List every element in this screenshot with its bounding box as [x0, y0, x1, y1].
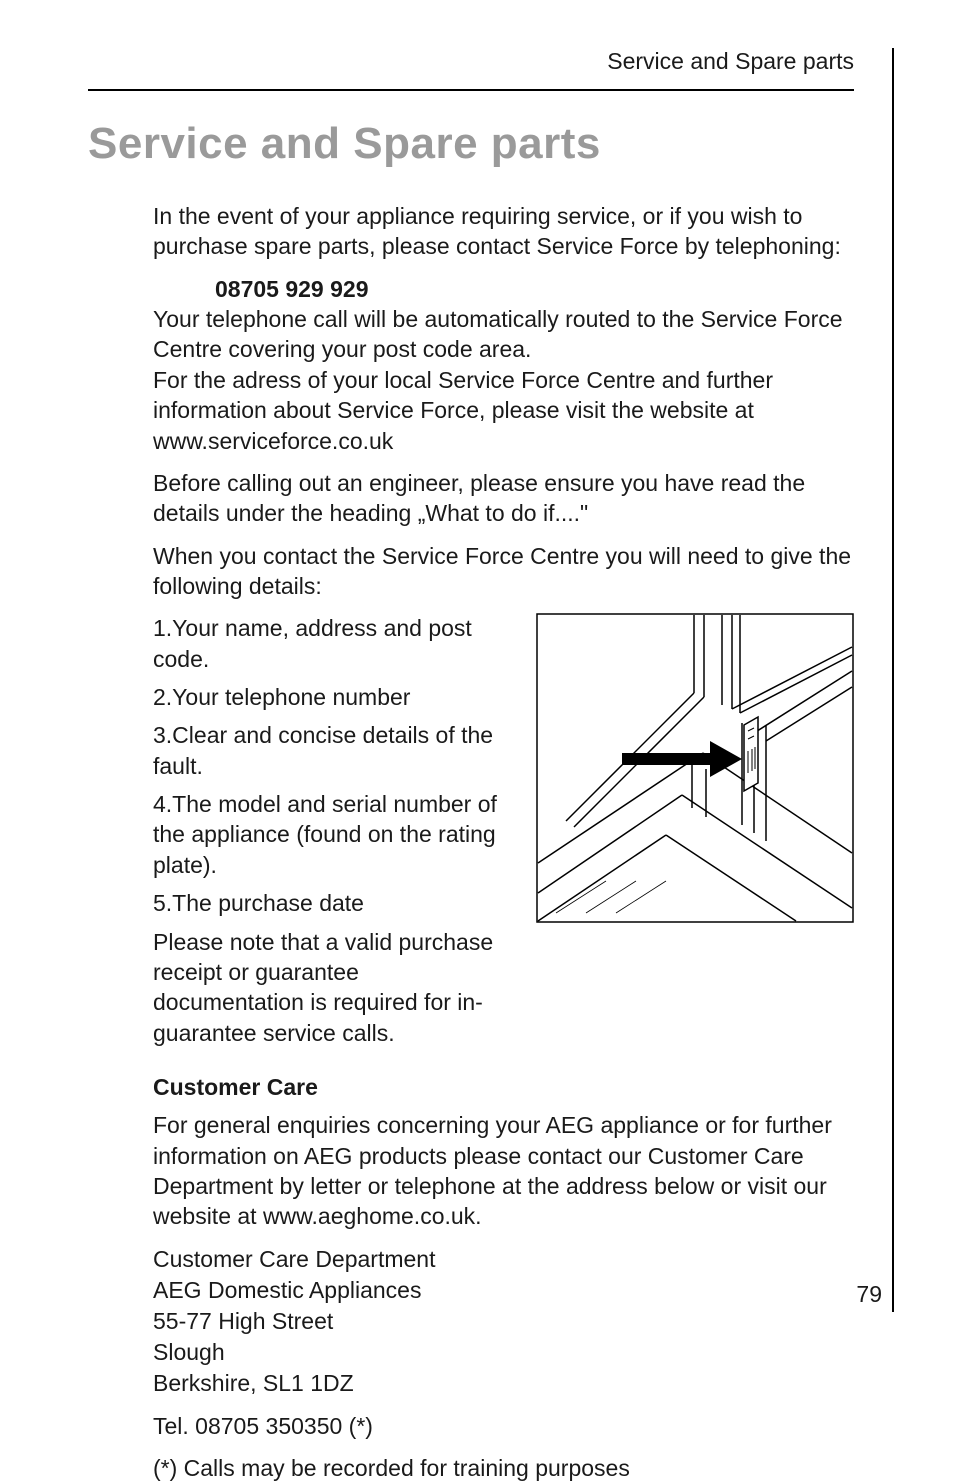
rating-plate-diagram — [536, 613, 854, 1060]
customer-care-heading: Customer Care — [153, 1072, 854, 1102]
right-margin-rule — [892, 48, 894, 1312]
address-line-5: Berkshire, SL1 1DZ — [153, 1368, 854, 1399]
detail-item-5: 5.The purchase date — [153, 888, 516, 918]
customer-care-tel: Tel. 08705 350350 (*) — [153, 1411, 854, 1441]
service-phone-number: 08705 929 929 — [215, 274, 854, 304]
intro-text: In the event of your appliance requiring… — [153, 201, 854, 262]
address-line-2: AEG Domestic Appliances — [153, 1275, 854, 1306]
when-contact-text: When you contact the Service Force Centr… — [153, 541, 854, 602]
detail-item-4: 4.The model and serial number of the app… — [153, 789, 516, 880]
customer-care-text: For general enquiries concerning your AE… — [153, 1110, 854, 1231]
header-rule — [88, 89, 854, 91]
before-calling-text: Before calling out an engineer, please e… — [153, 468, 854, 529]
page-title: Service and Spare parts — [88, 119, 882, 169]
detail-item-2: 2.Your telephone number — [153, 682, 516, 712]
routing-text: Your telephone call will be automaticall… — [153, 304, 854, 365]
detail-item-3: 3.Clear and concise details of the fault… — [153, 720, 516, 781]
purchase-note: Please note that a valid purchase receip… — [153, 927, 516, 1048]
page-number: 79 — [856, 1281, 882, 1308]
calls-footnote: (*) Calls may be recorded for training p… — [153, 1453, 854, 1483]
detail-item-1: 1.Your name, address and post code. — [153, 613, 516, 674]
address-line-3: 55-77 High Street — [153, 1306, 854, 1337]
address-info-text: For the adress of your local Service For… — [153, 365, 854, 456]
running-head: Service and Spare parts — [88, 48, 882, 75]
address-line-4: Slough — [153, 1337, 854, 1368]
address-line-1: Customer Care Department — [153, 1244, 854, 1275]
